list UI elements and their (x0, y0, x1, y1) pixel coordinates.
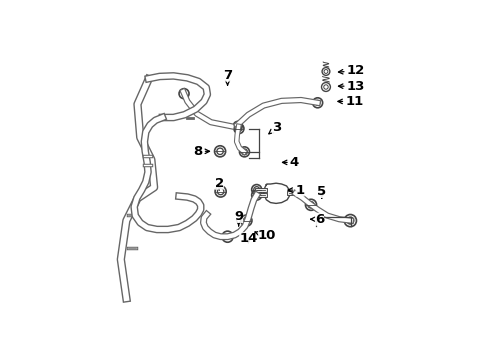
Text: 2: 2 (215, 177, 224, 190)
Text: 13: 13 (339, 80, 365, 93)
Text: 11: 11 (338, 95, 364, 108)
Text: 10: 10 (255, 229, 276, 242)
Text: 1: 1 (288, 184, 305, 197)
Text: 8: 8 (194, 145, 210, 158)
Text: 4: 4 (282, 156, 299, 169)
Text: 3: 3 (269, 121, 281, 134)
Text: 9: 9 (234, 210, 243, 226)
Text: 12: 12 (339, 64, 365, 77)
Text: 5: 5 (317, 185, 326, 198)
Text: 7: 7 (223, 68, 232, 85)
Text: 14: 14 (239, 232, 258, 245)
Text: 6: 6 (311, 213, 324, 226)
